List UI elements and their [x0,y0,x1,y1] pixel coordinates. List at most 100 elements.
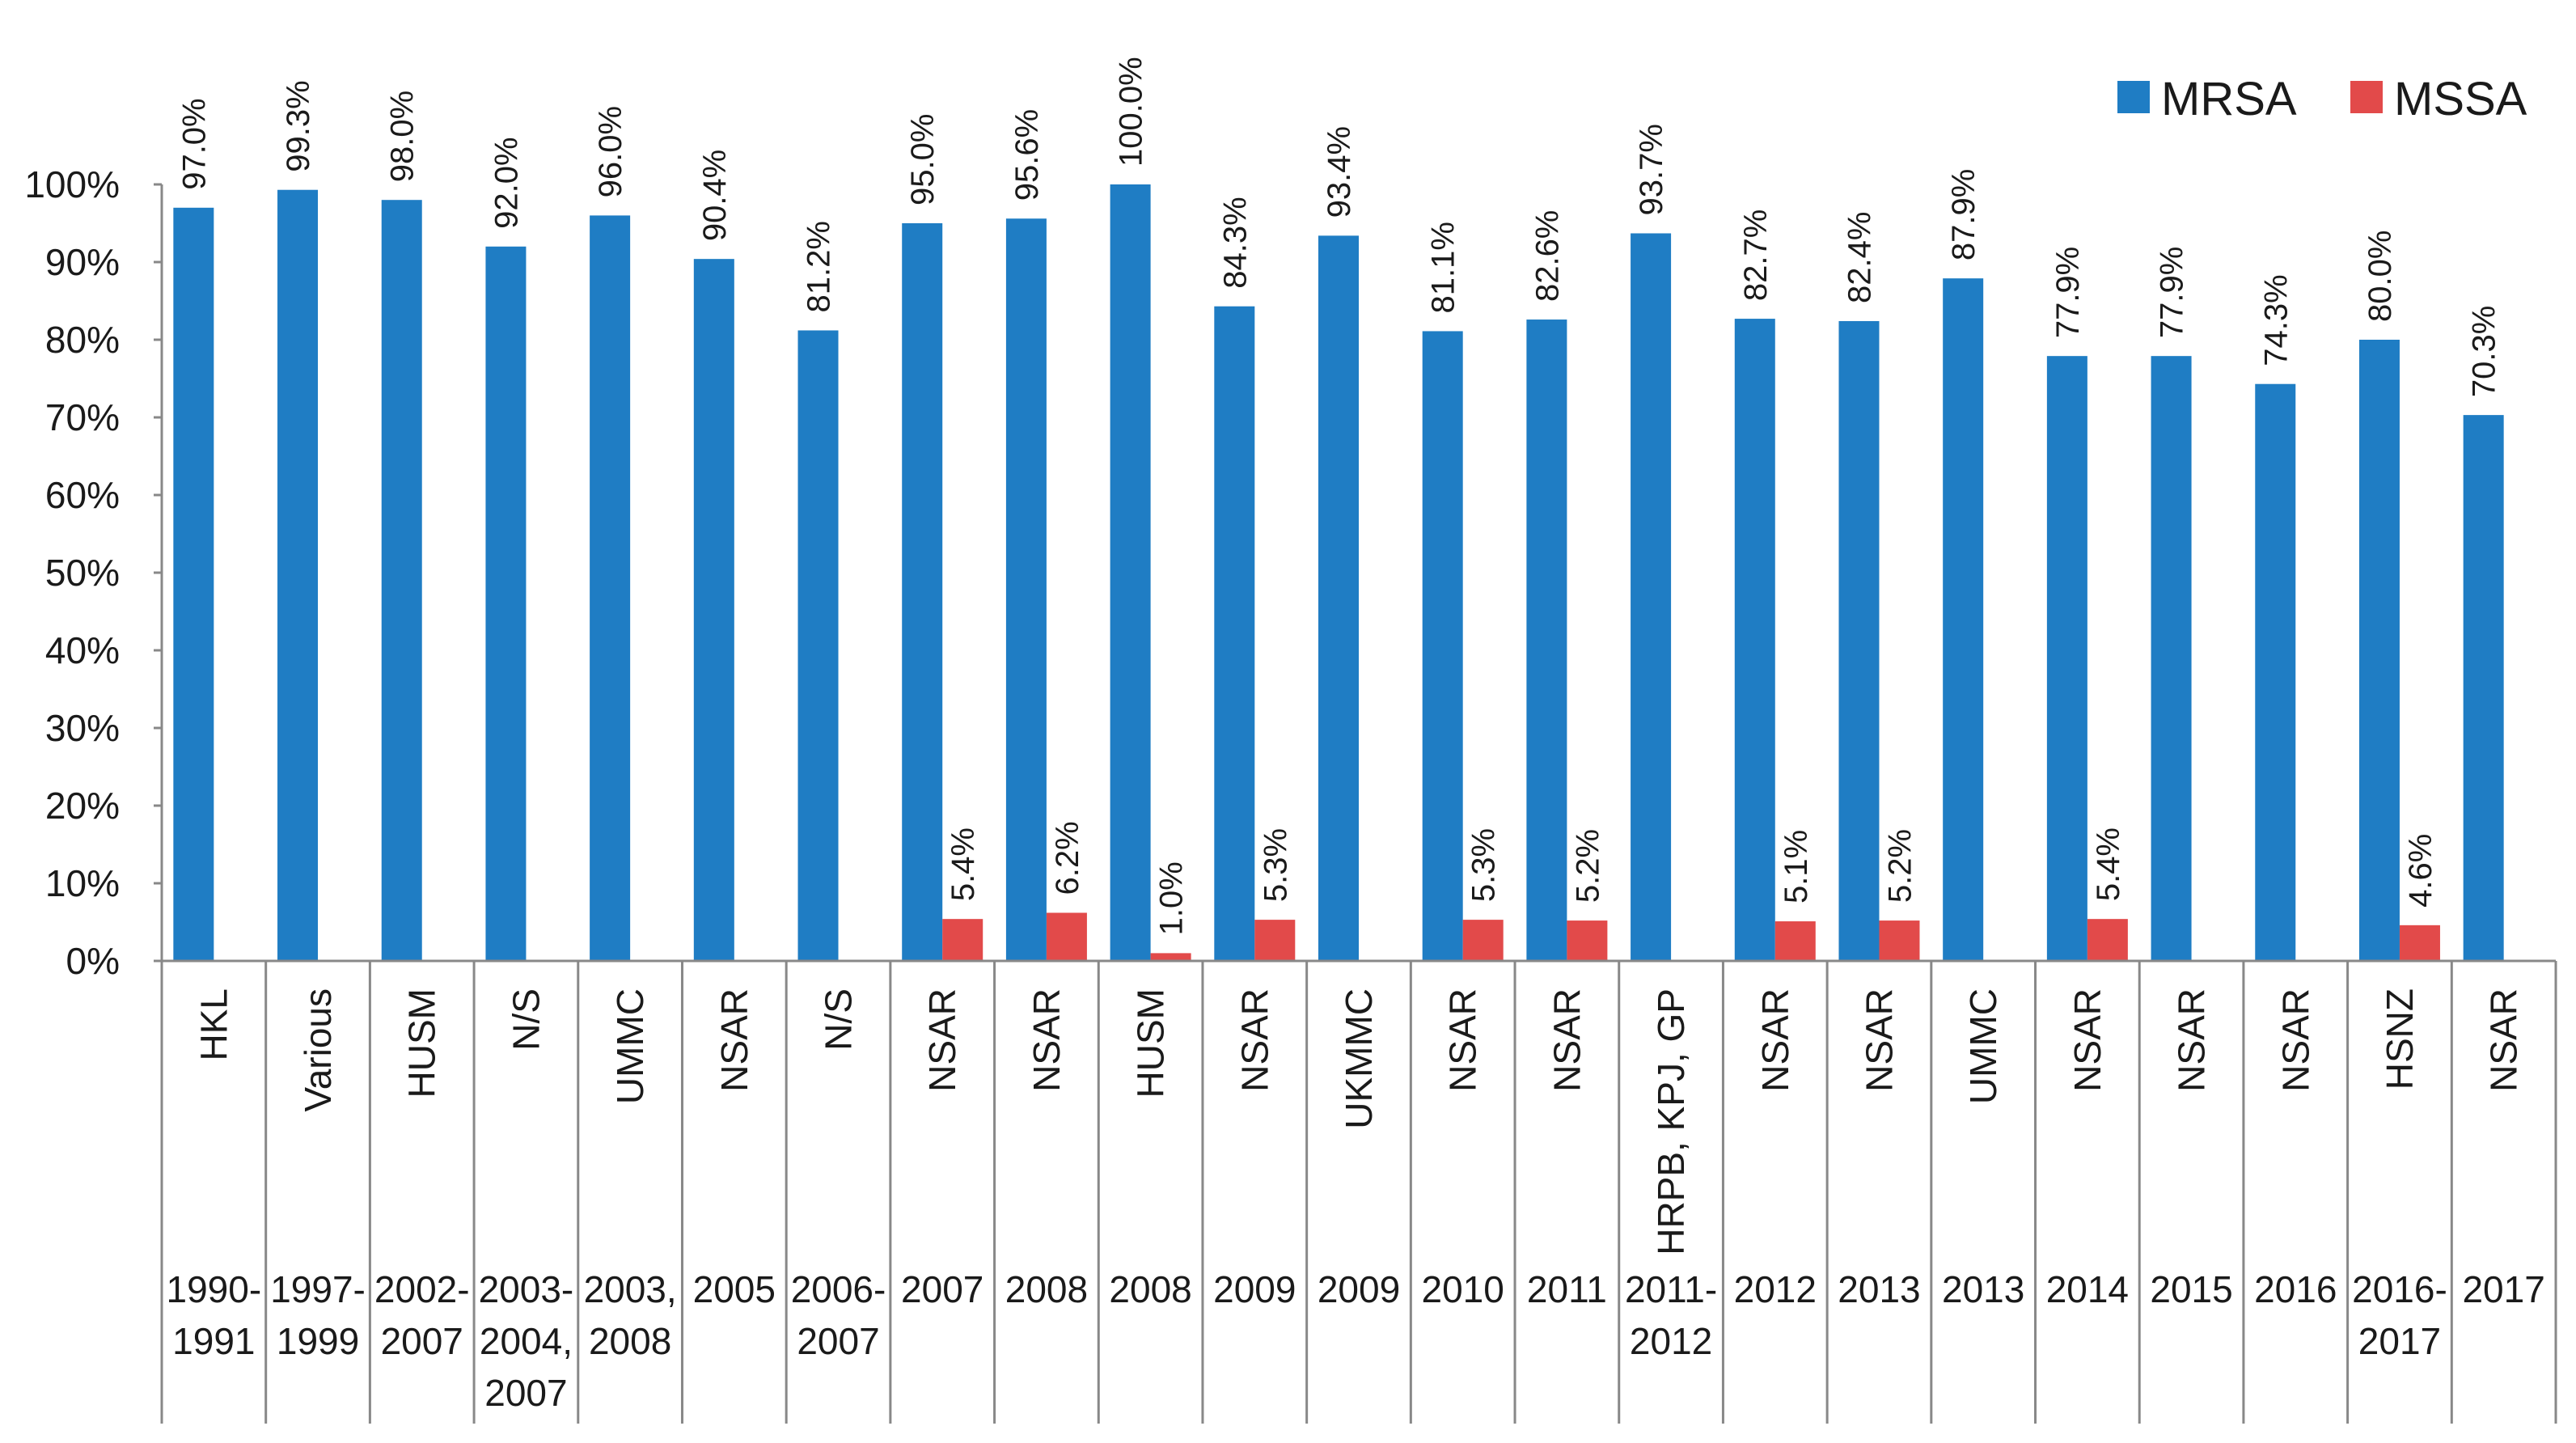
mrsa-value-label: 77.9% [2155,247,2190,338]
category-site-label: NSAR [1546,988,1588,1092]
mssa-bar [1462,920,1504,961]
y-tick-label: 70% [45,396,120,438]
category-site-label: HKL [192,988,235,1060]
y-tick-label: 80% [45,319,120,361]
category-site-label: NSAR [2171,988,2213,1092]
mssa-value-label: 5.1% [1779,830,1814,903]
legend: MRSA MSSA [2117,73,2527,125]
mssa-value-label: 6.2% [1050,821,1085,895]
mrsa-bar [590,215,631,961]
mrsa-value-label: 95.0% [905,114,941,205]
legend-label-mssa: MSSA [2394,73,2527,125]
mrsa-bar [1734,319,1775,962]
mrsa-value-label: 77.9% [2050,247,2086,338]
category-year-label: 2010 [1422,1268,1504,1310]
category-site-label: NSAR [2274,988,2316,1092]
category-site-label: HUSM [401,988,443,1098]
mrsa-bar [1005,218,1047,961]
category-year-label: 2008 [589,1320,671,1362]
category-site-label: NSAR [1233,988,1275,1092]
category-site-label: HRPB, KPJ, GP [1650,988,1692,1255]
mrsa-value-label: 87.9% [1946,169,1982,260]
category-year-label: 2003, [584,1268,677,1310]
y-tick-label: 20% [45,785,120,827]
mrsa-value-label: 93.4% [1322,126,1357,218]
mrsa-bar [1214,306,1255,962]
mssa-bar [1046,912,1087,961]
mrsa-value-label: 97.0% [176,98,212,189]
mrsa-value-label: 95.6% [1009,109,1045,201]
mrsa-bar [381,200,422,961]
y-tick-label: 90% [45,241,120,283]
mrsa-bar [2046,356,2087,961]
category-site-label: N/S [505,988,547,1051]
mssa-bar [2399,925,2440,961]
mssa-bar [942,919,983,961]
category-year-label: 2011- [1625,1268,1717,1310]
mssa-value-label: 5.4% [945,827,981,901]
legend-swatch-mrsa [2117,81,2150,113]
category-year-label: 1991 [172,1320,255,1362]
mssa-value-label: 5.4% [2091,827,2126,901]
y-tick-label: 60% [45,474,120,516]
mrsa-bar [797,330,839,962]
mrsa-value-label: 74.3% [2258,274,2294,366]
mrsa-bar [1838,320,1880,962]
category-year-label: 2008 [1005,1268,1088,1310]
mrsa-value-label: 100.0% [1114,57,1149,167]
mrsa-bar [1631,233,1672,962]
category-year-label: 2003- [479,1268,574,1310]
category-site-label: NSAR [921,988,963,1092]
category-year-label: 2017 [2462,1268,2544,1310]
mrsa-value-label: 82.6% [1529,210,1565,302]
mrsa-value-label: 70.3% [2467,306,2502,397]
category-site-label: UKMMC [1338,988,1380,1129]
category-year-label: 2012 [1630,1320,1712,1362]
mrsa-value-label: 96.0% [593,106,628,197]
mrsa-value-label: 99.3% [281,80,316,171]
mrsa-value-label: 81.1% [1426,222,1461,313]
mssa-value-label: 5.2% [1882,829,1918,903]
legend-label-mrsa: MRSA [2161,73,2297,125]
category-year-label: 2008 [1109,1268,1191,1310]
mrsa-value-label: 90.4% [697,150,733,241]
y-tick-label: 10% [45,862,120,904]
y-tick-label: 0% [66,940,120,982]
mrsa-value-label: 84.3% [1217,197,1253,288]
category-year-label: 2006- [791,1268,886,1310]
bars-group [173,184,2504,962]
category-site-label: NSAR [1754,988,1796,1092]
y-tick-label: 100% [24,163,120,205]
mrsa-bar [2463,415,2504,961]
mrsa-value-label: 81.2% [802,221,837,312]
mssa-bar [1150,953,1191,961]
category-site-label: UMMC [609,988,651,1104]
category-site-label: NSAR [2066,988,2109,1092]
category-year-label: 1997- [270,1268,366,1310]
category-year-label: 2007 [901,1268,983,1310]
mrsa-bar [2151,356,2192,961]
mrsa-bar [902,223,943,961]
category-year-label: 1999 [277,1320,359,1362]
y-tick-label: 40% [45,629,120,671]
mrsa-value-label: 92.0% [489,137,524,228]
mssa-bar [2087,919,2128,961]
mrsa-value-label: 82.4% [1842,212,1877,303]
category-year-label: 2007 [797,1320,879,1362]
category-year-label: 2012 [1734,1268,1817,1310]
category-site-label: NSAR [713,988,755,1092]
mrsa-value-label: 93.7% [1634,124,1669,215]
category-site-label: Various [297,988,339,1112]
mrsa-value-label: 98.0% [385,91,421,182]
y-tick-label: 30% [45,707,120,749]
mrsa-value-label: 82.7% [1738,209,1774,301]
mssa-value-label: 4.6% [2403,834,2439,908]
category-year-label: 1990- [167,1268,262,1310]
legend-swatch-mssa [2350,81,2383,113]
category-year-label: 2005 [693,1268,776,1310]
category-year-label: 2007 [381,1320,463,1362]
mrsa-bar [2358,340,2400,961]
y-tick-label: 50% [45,552,120,594]
mrsa-bar [1110,184,1151,961]
